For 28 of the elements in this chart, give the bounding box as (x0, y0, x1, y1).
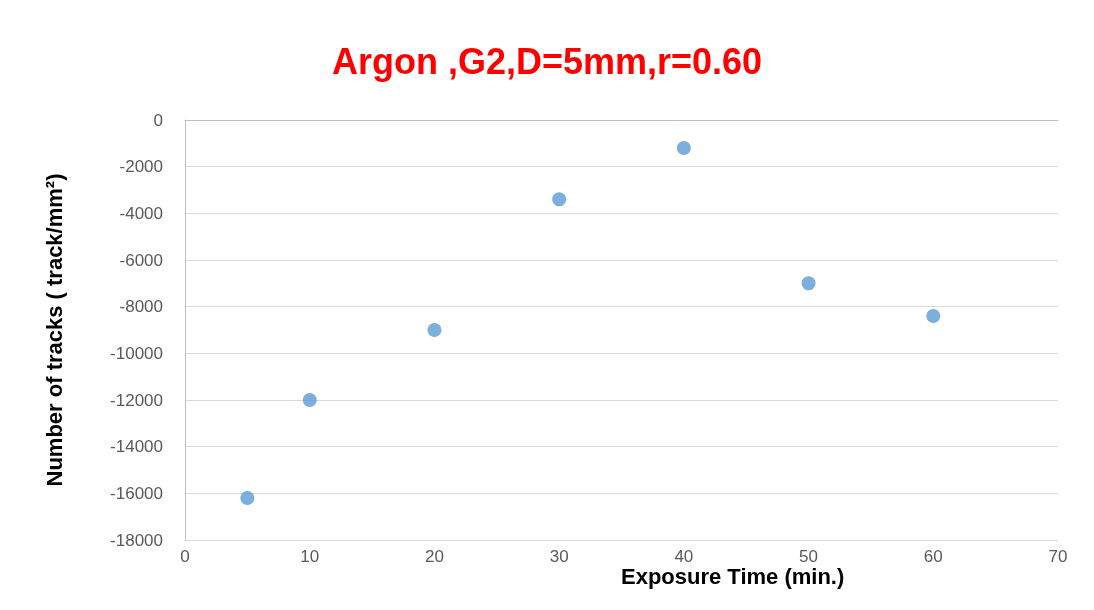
x-tick-label: 40 (674, 547, 694, 566)
point (676, 141, 691, 155)
chart-title: Argon ,G2,D=5mm,r=0.60 (331, 40, 763, 82)
y-tick-label: -10000 (110, 343, 163, 363)
point (302, 393, 317, 407)
y-tick-label: -14000 (110, 437, 163, 457)
x-tick-label: 30 (549, 547, 569, 566)
y-tick-label: -4000 (119, 203, 163, 223)
point (240, 491, 255, 505)
y-tick-label: -12000 (110, 390, 163, 410)
point (427, 323, 442, 337)
x-tick-label: 60 (923, 547, 943, 566)
point (552, 192, 567, 207)
point (801, 276, 816, 291)
x-axis-title: Exposure Time (min.) (621, 563, 845, 589)
x-tick-label: 70 (1048, 547, 1068, 566)
y-tick-label: -8000 (119, 297, 163, 317)
y-tick-label: -2000 (119, 157, 163, 177)
y-tick-label: -6000 (119, 250, 163, 270)
x-tick-label: 50 (799, 547, 819, 566)
x-tick-label: 0 (180, 547, 190, 566)
y-tick-label: -18000 (110, 530, 163, 550)
y-tick-label: 0 (153, 110, 163, 130)
point (926, 309, 941, 323)
x-tick-label: 10 (300, 547, 320, 566)
y-tick-label: -16000 (110, 483, 163, 503)
x-tick-label: 20 (424, 547, 444, 566)
y-axis-title: Number of tracks ( track/mm²) (41, 173, 67, 487)
